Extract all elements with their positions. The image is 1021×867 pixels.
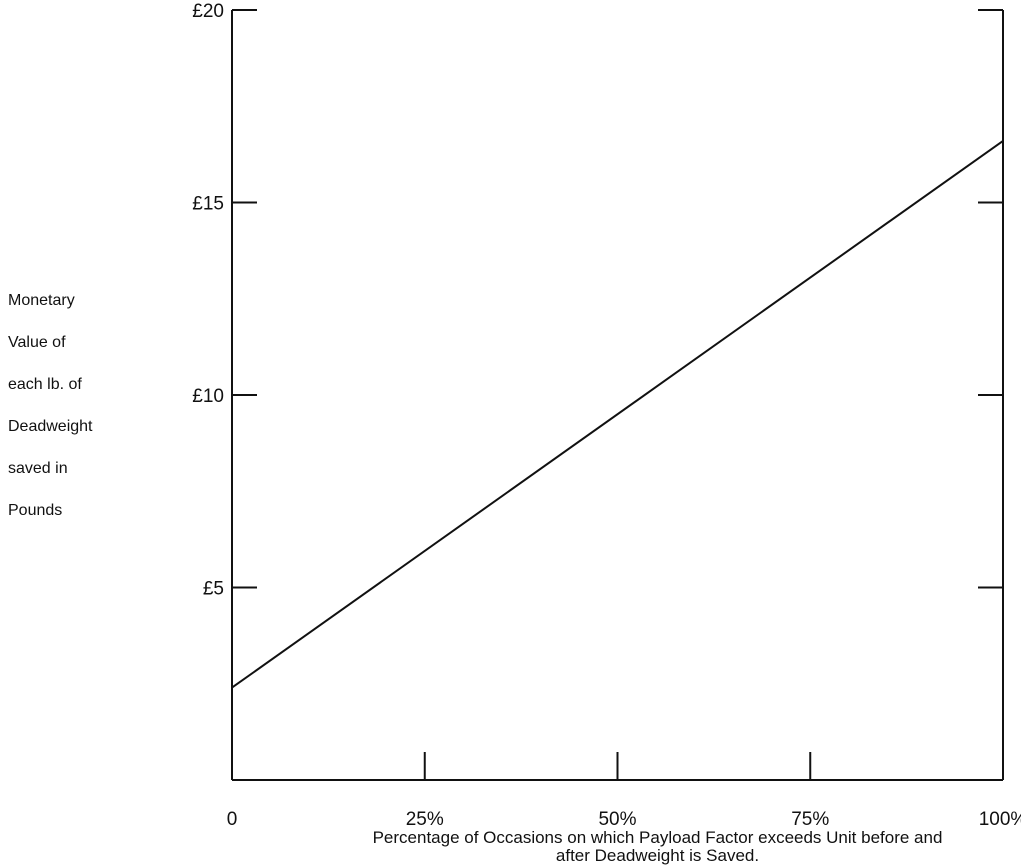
y-label-line: Deadweight: [8, 418, 93, 435]
x-label-line: Percentage of Occasions on which Payload…: [373, 828, 943, 847]
x-axis-label: Percentage of Occasions on which Payload…: [373, 828, 943, 865]
y-label-line: Monetary: [8, 292, 75, 309]
y-tick-label: £20: [192, 1, 224, 22]
y-axis-label: Monetary Value of each lb. of Deadweight sav…: [8, 292, 93, 519]
x-tick-label: 50%: [598, 809, 636, 830]
y-label-line: each lb. of: [8, 376, 82, 393]
y-label-line: Pounds: [8, 502, 62, 519]
x-tick-label: 100%: [979, 809, 1021, 830]
y-tick-label: £15: [192, 194, 224, 215]
chart-frame: [231, 9, 1004, 781]
x-tick-label: 0: [227, 809, 238, 830]
x-axis: 0 25% 50% 75% 100%: [227, 752, 1021, 830]
x-label-line: after Deadweight is Saved.: [556, 846, 759, 865]
y-label-line: Value of: [8, 334, 66, 351]
x-tick-label: 25%: [406, 809, 444, 830]
y-label-line: saved in: [8, 460, 68, 477]
series-layer: [231, 140, 1004, 689]
y-tick-label: £10: [192, 386, 224, 407]
y-tick-label: £5: [203, 579, 224, 600]
x-tick-label: 75%: [791, 809, 829, 830]
series-line: [231, 140, 1004, 689]
y-axis: £5 £10 £15 £20: [192, 1, 1003, 600]
